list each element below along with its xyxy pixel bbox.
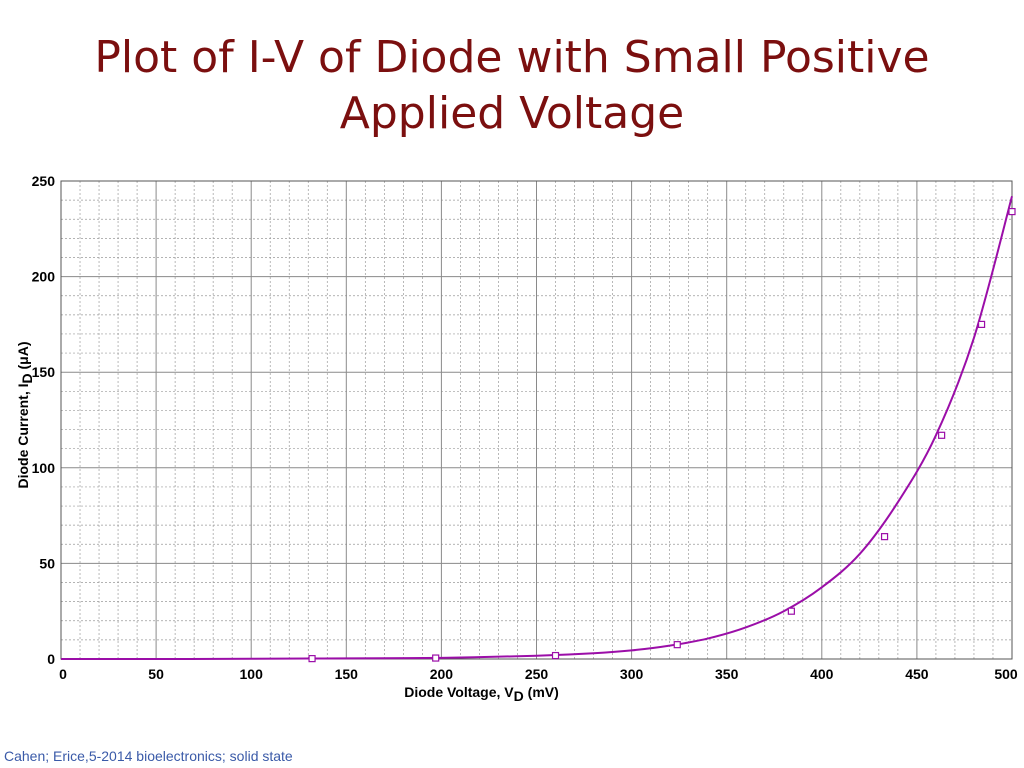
y-tick-label: 200 xyxy=(32,269,56,285)
x-tick-label: 350 xyxy=(715,666,739,682)
x-tick-label: 400 xyxy=(810,666,834,682)
y-axis-label: Diode Current, ID (μA) xyxy=(15,341,35,488)
y-tick-label: 150 xyxy=(32,364,56,380)
major-gridlines xyxy=(60,180,1013,660)
series-markers xyxy=(308,207,1016,663)
slide-footer-citation: Cahen; Erice,5-2014 bioelectronics; soli… xyxy=(4,748,293,764)
data-point-marker xyxy=(977,320,986,328)
x-tick-label: 100 xyxy=(240,666,264,682)
data-point-marker xyxy=(938,431,946,439)
x-tick-label: 450 xyxy=(905,666,929,682)
data-point-marker xyxy=(1008,207,1016,216)
data-point-marker xyxy=(787,607,795,615)
y-tick-label: 0 xyxy=(47,651,55,667)
x-tick-label: 300 xyxy=(620,666,644,682)
x-axis-label-main: Diode Voltage, V xyxy=(404,684,514,700)
y-axis-label-main: Diode Current, I xyxy=(15,384,31,489)
minor-gridlines xyxy=(61,181,1012,659)
y-tick-label: 50 xyxy=(39,555,55,571)
data-point-marker xyxy=(432,654,440,662)
data-point-marker xyxy=(673,641,681,649)
x-tick-label: 200 xyxy=(430,666,454,682)
slide-title: Plot of I-V of Diode with Small Positive… xyxy=(0,30,1024,142)
iv-chart: 0 50 100 150 200 250 300 350 400 450 500 0 50 100 150… xyxy=(15,173,1018,704)
x-tick-label: 50 xyxy=(148,666,164,682)
data-point-marker xyxy=(308,655,316,663)
y-tick-label: 250 xyxy=(32,173,56,189)
x-tick-labels: 0 50 100 150 200 250 300 350 400 450 500 xyxy=(59,666,1018,682)
data-point-marker xyxy=(551,651,560,660)
y-tick-label: 100 xyxy=(32,460,56,476)
y-axis-label-unit: (μA) xyxy=(15,341,31,373)
series-line xyxy=(60,196,1013,661)
x-tick-label: 250 xyxy=(525,666,549,682)
plot-frame xyxy=(60,180,1013,660)
y-tick-labels: 0 50 100 150 200 250 xyxy=(32,173,56,667)
x-tick-label: 500 xyxy=(994,666,1018,682)
x-axis-label-unit: (mV) xyxy=(524,684,559,700)
x-tick-label: 150 xyxy=(335,666,359,682)
y-axis-label-subscript: D xyxy=(19,373,35,383)
slide-title-line-1: Plot of I-V of Diode with Small Positive xyxy=(94,32,930,83)
slide-title-line-2: Applied Voltage xyxy=(339,88,685,139)
data-point-marker xyxy=(880,533,889,541)
x-axis-label-subscript: D xyxy=(514,688,524,704)
x-axis-label: Diode Voltage, VD (mV) xyxy=(404,684,559,704)
x-tick-label: 0 xyxy=(59,666,67,682)
